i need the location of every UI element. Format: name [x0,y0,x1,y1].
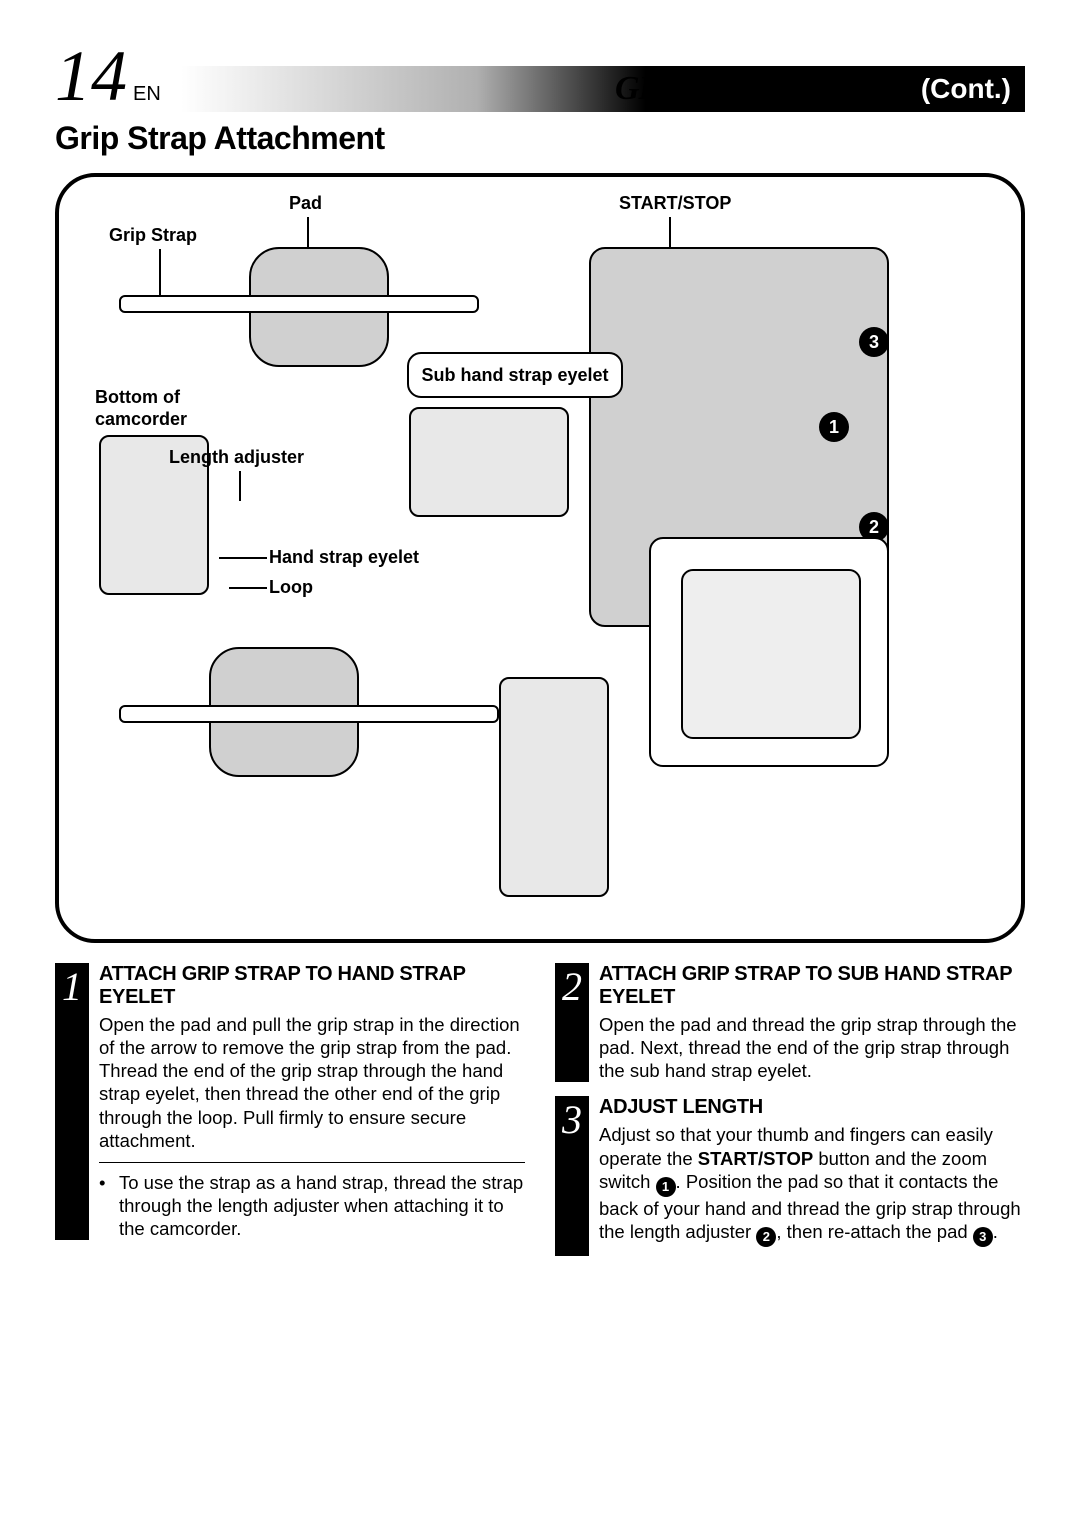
steps-col-left: 1 ATTACH GRIP STRAP TO HAND STRAP EYELET… [55,963,525,1256]
step-body: ATTACH GRIP STRAP TO HAND STRAP EYELET O… [99,963,525,1240]
step-number-box: 3 [555,1096,589,1256]
callout-loop: Loop [269,577,313,598]
section-title: Grip Strap Attachment [55,120,1025,157]
step-1: 1 ATTACH GRIP STRAP TO HAND STRAP EYELET… [55,963,525,1240]
callout-pad-top: Pad [289,193,322,214]
strap-illustration [119,295,479,313]
inline-badge-2-icon: 2 [756,1227,776,1247]
step-number: 1 [62,967,82,1007]
inline-badge-3-icon: 3 [973,1227,993,1247]
step-body: ADJUST LENGTH Adjust so that your thumb … [599,1096,1025,1256]
bullet-icon: • [99,1171,111,1240]
callout-hand-eyelet: Hand strap eyelet [269,547,419,568]
bullet-text: To use the strap as a hand strap, thread… [119,1171,525,1240]
callout-start-stop: START/STOP [619,193,731,214]
callout-line [229,587,267,589]
text-bold: START/STOP [698,1148,813,1169]
step-body: ATTACH GRIP STRAP TO SUB HAND STRAP EYEL… [599,963,1025,1082]
detail-box [649,537,889,767]
sub-eyelet-box: Sub hand strap eyelet [407,352,623,398]
callout-sub-eyelet: Sub hand strap eyelet [421,365,608,386]
step-2: 2 ATTACH GRIP STRAP TO SUB HAND STRAP EY… [555,963,1025,1082]
strap-illustration-bottom [119,705,499,723]
header-cont: (Cont.) [921,73,1011,105]
step-title: ATTACH GRIP STRAP TO SUB HAND STRAP EYEL… [599,963,1025,1009]
callout-line [239,471,241,501]
camcorder-bottom-illustration-2 [499,677,609,897]
callout-grip-strap: Grip Strap [109,225,197,246]
inline-badge-1-icon: 1 [656,1177,676,1197]
detail-illustration [681,569,861,739]
step-text: Thread the end of the grip strap through… [99,1059,525,1152]
callout-length-adj: Length adjuster [169,447,304,468]
callout-bottom-cam: Bottom of camcorder [95,387,215,430]
header-banner: GETTING STARTED (Cont.) [181,66,1025,112]
badge-1-icon: 1 [819,412,849,442]
step-bullet: • To use the strap as a hand strap, thre… [99,1171,525,1240]
step-text: Adjust so that your thumb and fingers ca… [599,1123,1025,1247]
step-number: 2 [562,967,582,1007]
page-number-block: 14 EN [55,40,161,112]
step-number-box: 2 [555,963,589,1082]
step-number: 3 [562,1100,582,1140]
text-part: . [993,1221,998,1242]
language-code: EN [133,83,161,106]
step-text: Open the pad and thread the grip strap t… [599,1013,1025,1082]
header-title: GETTING STARTED [615,70,911,108]
step-title: ADJUST LENGTH [599,1096,1025,1119]
page-header: 14 EN GETTING STARTED (Cont.) [55,40,1025,112]
sub-eyelet-illustration [409,407,569,517]
text-part: , then re-attach the pad [776,1221,972,1242]
callout-line [219,557,267,559]
steps-container: 1 ATTACH GRIP STRAP TO HAND STRAP EYELET… [55,963,1025,1256]
divider [99,1162,525,1163]
badge-3-icon: 3 [859,327,889,357]
step-number-box: 1 [55,963,89,1240]
illustration-frame: Pad Grip Strap START/STOP Pad 3 1 2 Sub … [55,173,1025,943]
page-number: 14 [55,40,127,112]
steps-col-right: 2 ATTACH GRIP STRAP TO SUB HAND STRAP EY… [555,963,1025,1256]
step-3: 3 ADJUST LENGTH Adjust so that your thum… [555,1096,1025,1256]
step-title: ATTACH GRIP STRAP TO HAND STRAP EYELET [99,963,525,1009]
step-text: Open the pad and pull the grip strap in … [99,1013,525,1059]
